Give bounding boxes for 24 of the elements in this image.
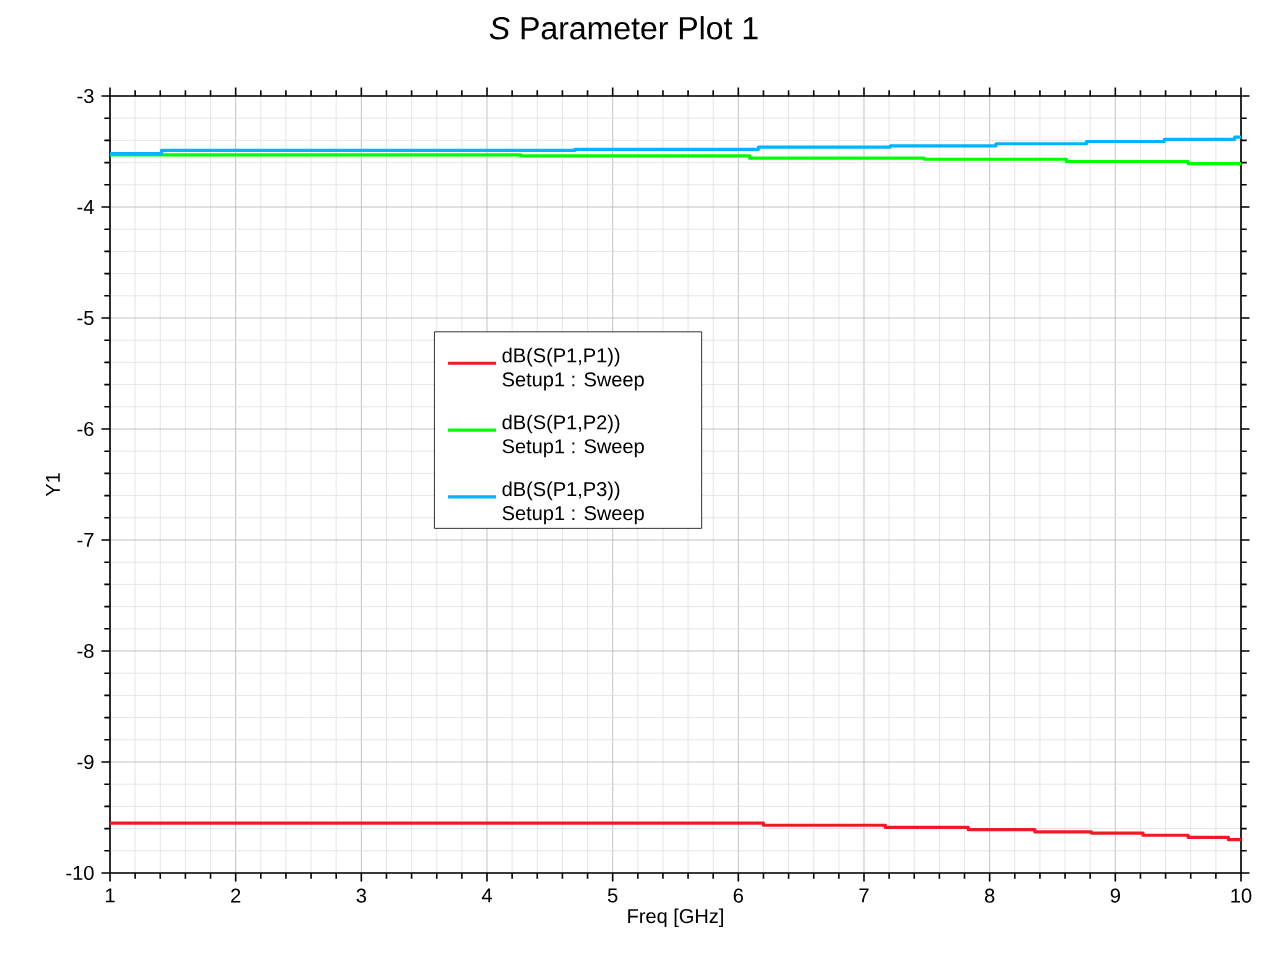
x-tick-label: 5 xyxy=(607,888,618,903)
y-tick-label: -5 xyxy=(77,311,94,325)
y-tick-label: -3 xyxy=(77,88,94,104)
x-axis-title: Freq [GHz] xyxy=(628,908,723,928)
y-tick-label: -4 xyxy=(77,200,94,214)
x-tick-label: 7 xyxy=(859,888,869,903)
y-tick-label: -10 xyxy=(66,865,94,881)
y-tick-label: -6 xyxy=(77,421,94,437)
x-tick-label: 3 xyxy=(356,888,367,903)
x-tick-label: 6 xyxy=(733,888,744,903)
x-tick-label: 10 xyxy=(1231,888,1252,903)
y-tick-label: -8 xyxy=(77,643,94,659)
x-tick-label: 8 xyxy=(984,888,995,903)
legend-label: dB(S(P1,P3)) Setup1 : Sweep xyxy=(502,481,644,525)
x-tick-label: 9 xyxy=(1110,888,1120,903)
y-tick-label: -7 xyxy=(77,533,94,547)
y-axis-title: Y1 xyxy=(46,473,60,497)
x-tick-label: 1 xyxy=(105,888,115,903)
legend-label: dB(S(P1,P1)) Setup1 : Sweep xyxy=(502,347,644,391)
legend-label: dB(S(P1,P2)) Setup1 : Sweep xyxy=(502,414,644,458)
x-tick-label: 4 xyxy=(481,888,492,903)
chart-title: S Parameter Plot 1 xyxy=(489,16,758,40)
y-tick-label: -9 xyxy=(77,754,94,770)
x-tick-label: 2 xyxy=(231,888,241,903)
